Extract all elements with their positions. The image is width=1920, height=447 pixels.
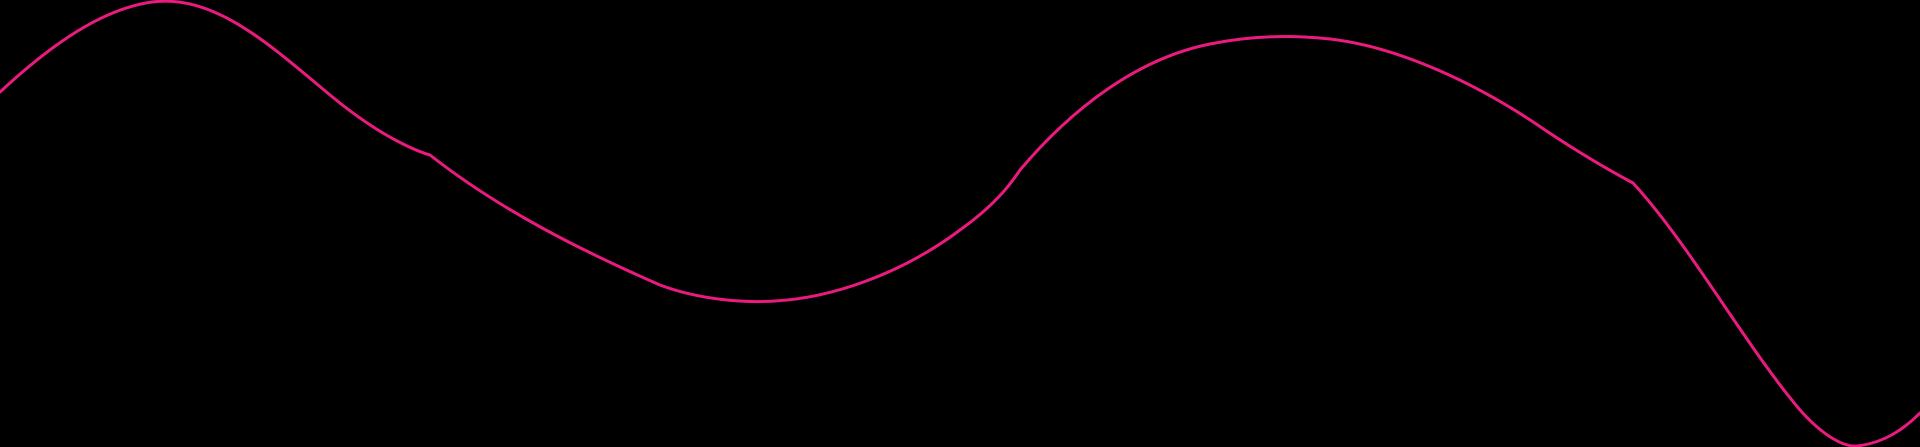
chart-background (0, 0, 1920, 447)
wave-series-line (0, 0, 1920, 447)
chart-canvas (0, 0, 1920, 447)
line-chart-plot (0, 0, 1920, 447)
